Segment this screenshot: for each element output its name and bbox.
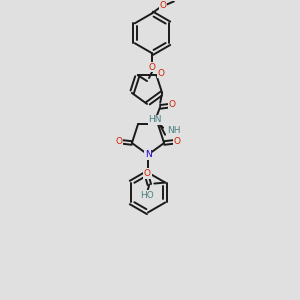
Text: O: O: [144, 169, 151, 178]
Text: N: N: [145, 150, 152, 159]
Text: O: O: [148, 63, 155, 72]
Text: O: O: [169, 100, 176, 109]
Text: NH: NH: [167, 126, 181, 135]
Text: O: O: [158, 69, 165, 78]
Text: O: O: [116, 136, 122, 146]
Text: O: O: [159, 1, 167, 10]
Text: O: O: [173, 136, 181, 146]
Text: HN: HN: [148, 115, 162, 124]
Text: HO: HO: [140, 191, 154, 200]
